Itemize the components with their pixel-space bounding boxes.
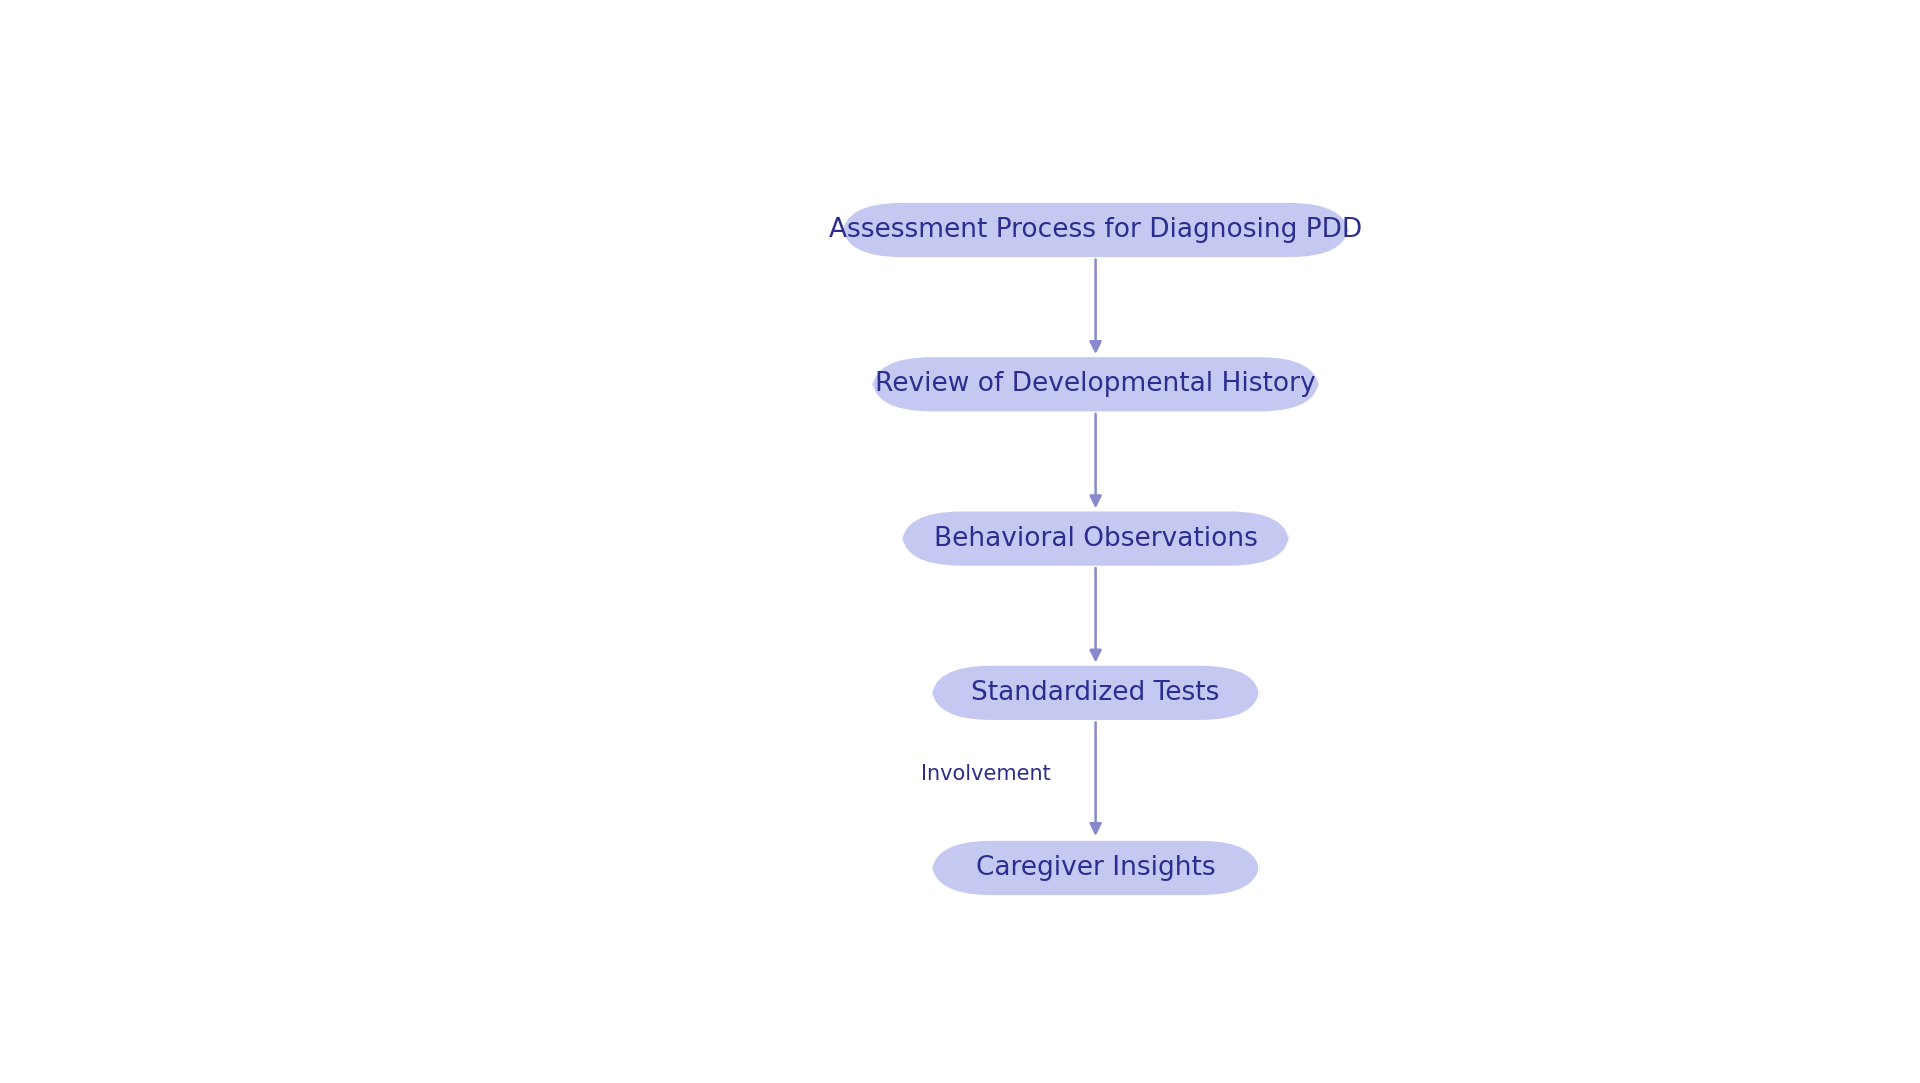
Text: Standardized Tests: Standardized Tests [972,680,1219,706]
FancyBboxPatch shape [931,666,1260,720]
Text: Behavioral Observations: Behavioral Observations [933,525,1258,551]
FancyBboxPatch shape [843,203,1348,257]
FancyBboxPatch shape [872,357,1319,412]
Text: Assessment Process for Diagnosing PDD: Assessment Process for Diagnosing PDD [829,217,1361,243]
Text: Review of Developmental History: Review of Developmental History [876,371,1315,397]
Text: Involvement: Involvement [922,764,1050,784]
FancyBboxPatch shape [902,511,1288,565]
Text: Caregiver Insights: Caregiver Insights [975,854,1215,880]
FancyBboxPatch shape [931,840,1260,895]
